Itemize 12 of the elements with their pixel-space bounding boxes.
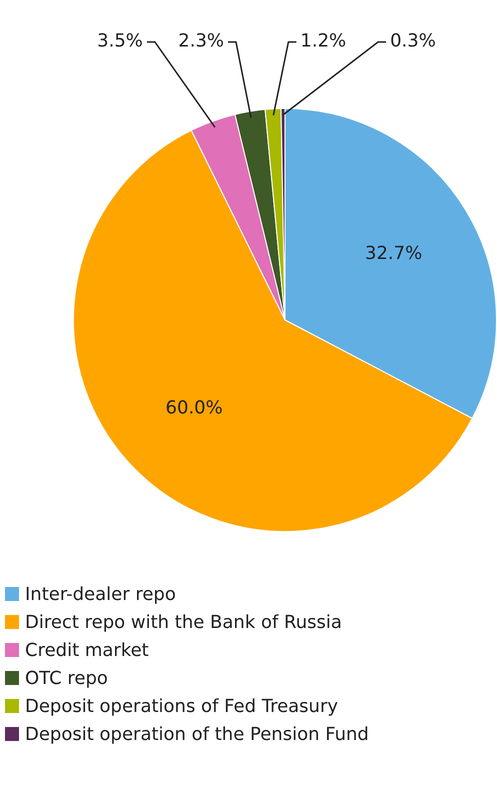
- legend-label: Credit market: [25, 640, 149, 660]
- data-label: 32.7%: [365, 243, 422, 264]
- legend-label: Deposit operation of the Pension Fund: [25, 724, 369, 744]
- data-label: 1.2%: [300, 30, 346, 52]
- data-label: 60.0%: [166, 397, 223, 418]
- legend-label: Deposit operations of Fed Treasury: [25, 696, 338, 716]
- data-label: 0.3%: [390, 30, 436, 52]
- data-label: 3.5%: [97, 30, 143, 52]
- legend-label: OTC repo: [25, 668, 108, 688]
- data-label: 2.3%: [178, 30, 224, 52]
- legend-label: Inter-dealer repo: [25, 584, 176, 604]
- legend-label: Direct repo with the Bank of Russia: [25, 612, 342, 632]
